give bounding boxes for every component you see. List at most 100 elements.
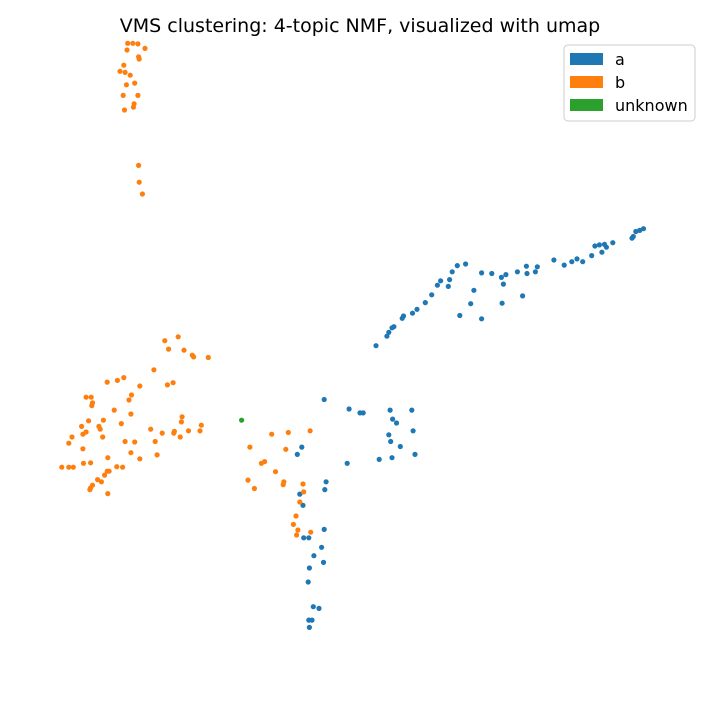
point-a-32 [438, 278, 444, 284]
point-b-65 [122, 438, 128, 445]
point-b-0 [125, 40, 131, 46]
point-b-68 [128, 450, 134, 456]
point-a-82 [316, 605, 322, 612]
point-a-64 [299, 444, 305, 450]
point-b-7 [121, 62, 127, 68]
point-a-63 [344, 460, 350, 466]
point-b-99 [251, 485, 257, 492]
point-b-61 [80, 431, 86, 437]
point-a-20 [524, 270, 530, 277]
point-a-40 [399, 315, 405, 321]
point-b-48 [159, 430, 165, 436]
point-b-104 [290, 521, 296, 528]
point-b-82 [98, 479, 104, 485]
point-b-102 [297, 499, 303, 505]
point-b-21 [175, 334, 181, 340]
point-a-46 [468, 301, 474, 307]
point-a-79 [306, 565, 312, 571]
point-b-57 [132, 439, 138, 445]
legend-entries: ab unknown [570, 50, 688, 115]
point-b-45 [118, 421, 124, 427]
point-a-18 [532, 269, 539, 275]
point-b-70 [137, 456, 143, 462]
point-a-53 [346, 406, 352, 412]
legend: ab unknown [563, 44, 696, 122]
point-a-55 [390, 416, 396, 422]
point-b-105 [295, 527, 301, 533]
point-b-58 [148, 426, 154, 432]
legend-swatch-b [570, 76, 603, 88]
point-b-103 [293, 513, 299, 519]
point-b-81 [102, 472, 108, 478]
point-a-66 [357, 410, 363, 416]
point-b-38 [88, 394, 94, 400]
point-a-52 [387, 407, 393, 413]
series-a [294, 226, 647, 631]
legend-swatch-unknown [570, 99, 603, 111]
point-a-60 [397, 443, 403, 450]
point-b-39 [89, 403, 95, 409]
point-a-38 [409, 310, 416, 316]
point-b-64 [97, 426, 103, 432]
point-a-2 [637, 227, 643, 233]
point-a-68 [294, 451, 300, 457]
point-b-76 [59, 464, 65, 470]
point-b-83 [95, 477, 101, 483]
point-b-11 [123, 82, 129, 88]
point-a-0 [633, 228, 639, 235]
point-b-1 [130, 40, 136, 46]
point-b-6 [136, 56, 142, 62]
point-a-84 [306, 624, 312, 631]
point-a-31 [447, 277, 453, 283]
point-b-3 [142, 45, 148, 52]
series-unknown [239, 417, 245, 423]
point-a-67 [321, 396, 327, 403]
point-b-9 [122, 69, 128, 75]
point-b-59 [79, 423, 85, 429]
point-b-20 [139, 191, 145, 197]
point-b-31 [121, 375, 127, 381]
point-a-33 [434, 282, 440, 288]
point-a-10 [599, 249, 605, 255]
point-a-50 [520, 293, 526, 299]
point-a-72 [300, 502, 306, 508]
point-a-62 [376, 456, 382, 462]
point-b-66 [152, 438, 158, 445]
point-b-26 [191, 354, 197, 360]
point-a-22 [503, 272, 509, 278]
point-a-77 [311, 553, 317, 559]
point-a-23 [498, 274, 504, 280]
point-b-18 [136, 162, 142, 168]
point-b-43 [100, 417, 106, 423]
point-b-53 [179, 414, 185, 420]
point-b-73 [80, 460, 87, 466]
point-a-15 [561, 262, 567, 268]
point-a-76 [319, 544, 325, 550]
point-a-37 [414, 306, 420, 312]
point-b-74 [70, 464, 76, 470]
point-b-23 [166, 346, 172, 352]
point-b-77 [120, 464, 126, 470]
point-a-28 [463, 261, 469, 267]
point-a-56 [410, 428, 416, 434]
point-b-101 [301, 489, 307, 495]
point-a-25 [489, 270, 495, 277]
point-a-73 [321, 526, 327, 533]
point-a-75 [301, 535, 307, 541]
point-b-94 [262, 459, 268, 465]
point-b-95 [272, 469, 279, 475]
point-b-90 [307, 428, 313, 434]
point-b-27 [205, 354, 211, 361]
point-b-42 [128, 411, 134, 417]
point-b-19 [136, 179, 142, 185]
point-b-86 [87, 487, 93, 493]
point-b-67 [80, 446, 86, 452]
point-b-78 [114, 464, 120, 470]
point-a-14 [569, 259, 575, 265]
point-a-7 [603, 244, 610, 250]
point-b-62 [69, 434, 75, 440]
point-b-106 [294, 532, 300, 538]
point-b-10 [127, 72, 133, 78]
point-a-59 [389, 455, 395, 461]
point-a-17 [534, 264, 540, 270]
